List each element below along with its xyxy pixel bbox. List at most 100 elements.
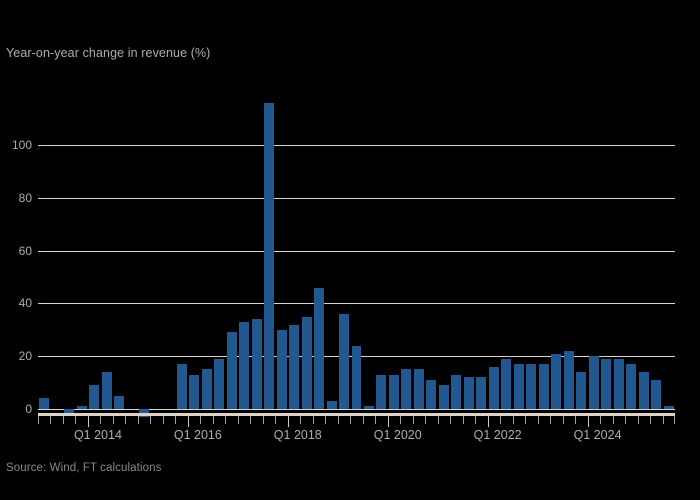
bar [626,364,637,409]
y-tick-label-60: 60 [18,243,32,258]
x-tick [462,416,464,424]
x-tick [150,416,152,424]
x-tick [425,416,427,424]
x-tick [400,416,402,424]
x-tick [162,416,164,424]
bar [326,401,337,409]
x-tick [525,416,527,424]
x-tick [200,416,202,424]
bar [438,385,449,409]
x-tick-label: Q1 2024 [573,428,622,442]
bar [601,358,612,409]
gridline-40 [38,303,675,305]
x-tick [550,416,552,424]
y-tick-label-100: 100 [11,138,32,152]
x-tick [38,416,39,424]
x-tick [100,416,102,424]
gridline-80 [38,197,675,199]
y-tick-label-40: 40 [18,296,32,311]
x-tick [537,416,539,424]
bar [476,377,487,409]
x-tick [300,416,302,424]
x-tick [600,416,602,424]
x-tick [125,416,127,424]
bar [201,369,212,409]
bar [376,374,387,409]
x-tick [587,416,589,427]
x-tick [500,416,502,424]
bar [101,372,112,409]
x-tick [237,416,239,424]
bar [363,406,374,409]
x-tick [375,416,377,424]
x-tick [75,416,77,424]
x-tick [337,416,339,424]
y-axis-labels: 0 20 40 60 80 100 [0,90,32,420]
bar [588,356,599,409]
bar [563,350,574,409]
x-tick-label: Q1 2020 [373,428,422,442]
x-tick [475,416,477,424]
bar [301,316,312,409]
gridline-100 [38,145,675,146]
x-tick [350,416,352,424]
x-tick [650,416,652,424]
bar [39,398,50,409]
bar [501,358,512,409]
chart-title: Year-on-year change in revenue (%) [6,46,211,60]
x-tick [575,416,577,424]
bar [114,395,125,409]
x-tick [87,416,89,427]
x-tick [187,416,189,427]
bar [538,364,549,409]
bar [339,313,349,409]
x-tick [674,416,675,424]
x-tick [50,416,52,424]
x-tick [212,416,214,424]
x-tick [625,416,627,424]
y-tick-label-20: 20 [18,349,32,364]
bar [638,372,649,409]
bar [463,377,474,409]
x-tick [62,416,64,424]
x-tick [225,416,227,424]
x-tick [250,416,252,424]
bar [139,409,150,417]
x-tick [137,416,139,424]
zero-line [38,409,675,410]
bar [388,374,399,409]
bar [488,366,499,409]
bar [663,406,674,409]
x-tick [262,416,264,424]
bar [76,406,87,409]
bar [214,358,225,409]
bar [351,345,362,409]
x-tick [562,416,564,424]
bar [89,385,100,409]
bar [176,364,187,409]
bar [513,364,524,409]
x-tick [362,416,364,424]
x-tick [637,416,639,424]
x-axis: Q1 2014 Q1 2016 Q1 2018 Q1 2020 Q1 2022 Q1 20… [38,413,675,447]
x-tick-label: Q1 2022 [473,428,522,442]
x-tick-label: Q1 2014 [73,428,122,442]
bar [551,353,562,409]
x-tick [175,416,177,424]
x-tick-label: Q1 2016 [173,428,222,442]
bar [526,364,537,409]
x-tick [450,416,452,424]
bar [264,102,275,409]
bar [613,358,624,409]
bar [289,324,300,409]
bar [276,329,287,409]
y-tick-label-80: 80 [18,190,32,205]
bar [314,287,325,409]
bar [189,374,200,409]
source-note: Source: Wind, FT calculations [6,462,162,474]
bar [413,369,424,409]
x-tick [275,416,277,424]
bar [426,379,437,409]
plot-area [38,90,675,420]
x-tick [612,416,614,424]
